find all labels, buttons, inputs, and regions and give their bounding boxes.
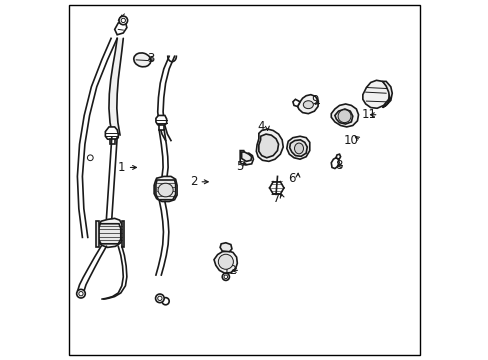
Polygon shape	[110, 123, 120, 135]
Polygon shape	[115, 39, 123, 51]
Polygon shape	[382, 81, 391, 108]
Ellipse shape	[303, 101, 313, 109]
Text: 9: 9	[310, 94, 318, 107]
Circle shape	[224, 275, 227, 279]
Polygon shape	[330, 158, 339, 168]
Text: 12: 12	[223, 264, 238, 277]
Circle shape	[119, 16, 127, 25]
Polygon shape	[109, 108, 118, 123]
Text: 8: 8	[335, 159, 343, 172]
Text: 6: 6	[288, 172, 295, 185]
Polygon shape	[286, 136, 309, 159]
Polygon shape	[297, 95, 318, 114]
Circle shape	[337, 110, 350, 123]
Polygon shape	[289, 140, 306, 156]
Text: 4: 4	[257, 121, 265, 134]
Polygon shape	[109, 94, 117, 108]
Text: 2: 2	[189, 175, 197, 188]
Circle shape	[162, 298, 169, 305]
Polygon shape	[156, 116, 166, 126]
Ellipse shape	[294, 143, 303, 154]
Polygon shape	[292, 99, 300, 107]
Polygon shape	[109, 80, 118, 94]
Ellipse shape	[134, 53, 150, 67]
Text: 5: 5	[235, 160, 243, 173]
Circle shape	[79, 292, 83, 296]
Polygon shape	[241, 152, 251, 161]
Polygon shape	[330, 104, 358, 127]
Circle shape	[121, 18, 125, 23]
Polygon shape	[156, 180, 175, 200]
Polygon shape	[113, 51, 122, 65]
Polygon shape	[115, 22, 126, 35]
Text: 7: 7	[272, 192, 280, 205]
Polygon shape	[122, 221, 124, 247]
Ellipse shape	[218, 254, 233, 269]
Circle shape	[77, 289, 85, 298]
Circle shape	[155, 294, 164, 303]
Polygon shape	[110, 139, 115, 144]
Polygon shape	[96, 221, 99, 247]
Polygon shape	[335, 154, 340, 159]
Polygon shape	[110, 65, 120, 80]
Polygon shape	[97, 219, 122, 247]
Polygon shape	[256, 129, 283, 161]
Polygon shape	[220, 243, 231, 252]
Polygon shape	[362, 80, 389, 108]
Text: 11: 11	[361, 108, 376, 121]
Text: 3: 3	[146, 52, 154, 65]
Circle shape	[87, 155, 93, 161]
Polygon shape	[334, 109, 352, 124]
Polygon shape	[154, 176, 177, 202]
Polygon shape	[240, 150, 253, 165]
Polygon shape	[99, 224, 121, 244]
Ellipse shape	[158, 183, 173, 197]
Polygon shape	[258, 134, 278, 158]
Polygon shape	[214, 251, 237, 273]
Text: 10: 10	[343, 134, 358, 147]
Polygon shape	[159, 125, 164, 130]
Circle shape	[158, 296, 162, 301]
Text: 1: 1	[118, 161, 125, 174]
Circle shape	[222, 273, 229, 280]
Polygon shape	[105, 127, 118, 140]
